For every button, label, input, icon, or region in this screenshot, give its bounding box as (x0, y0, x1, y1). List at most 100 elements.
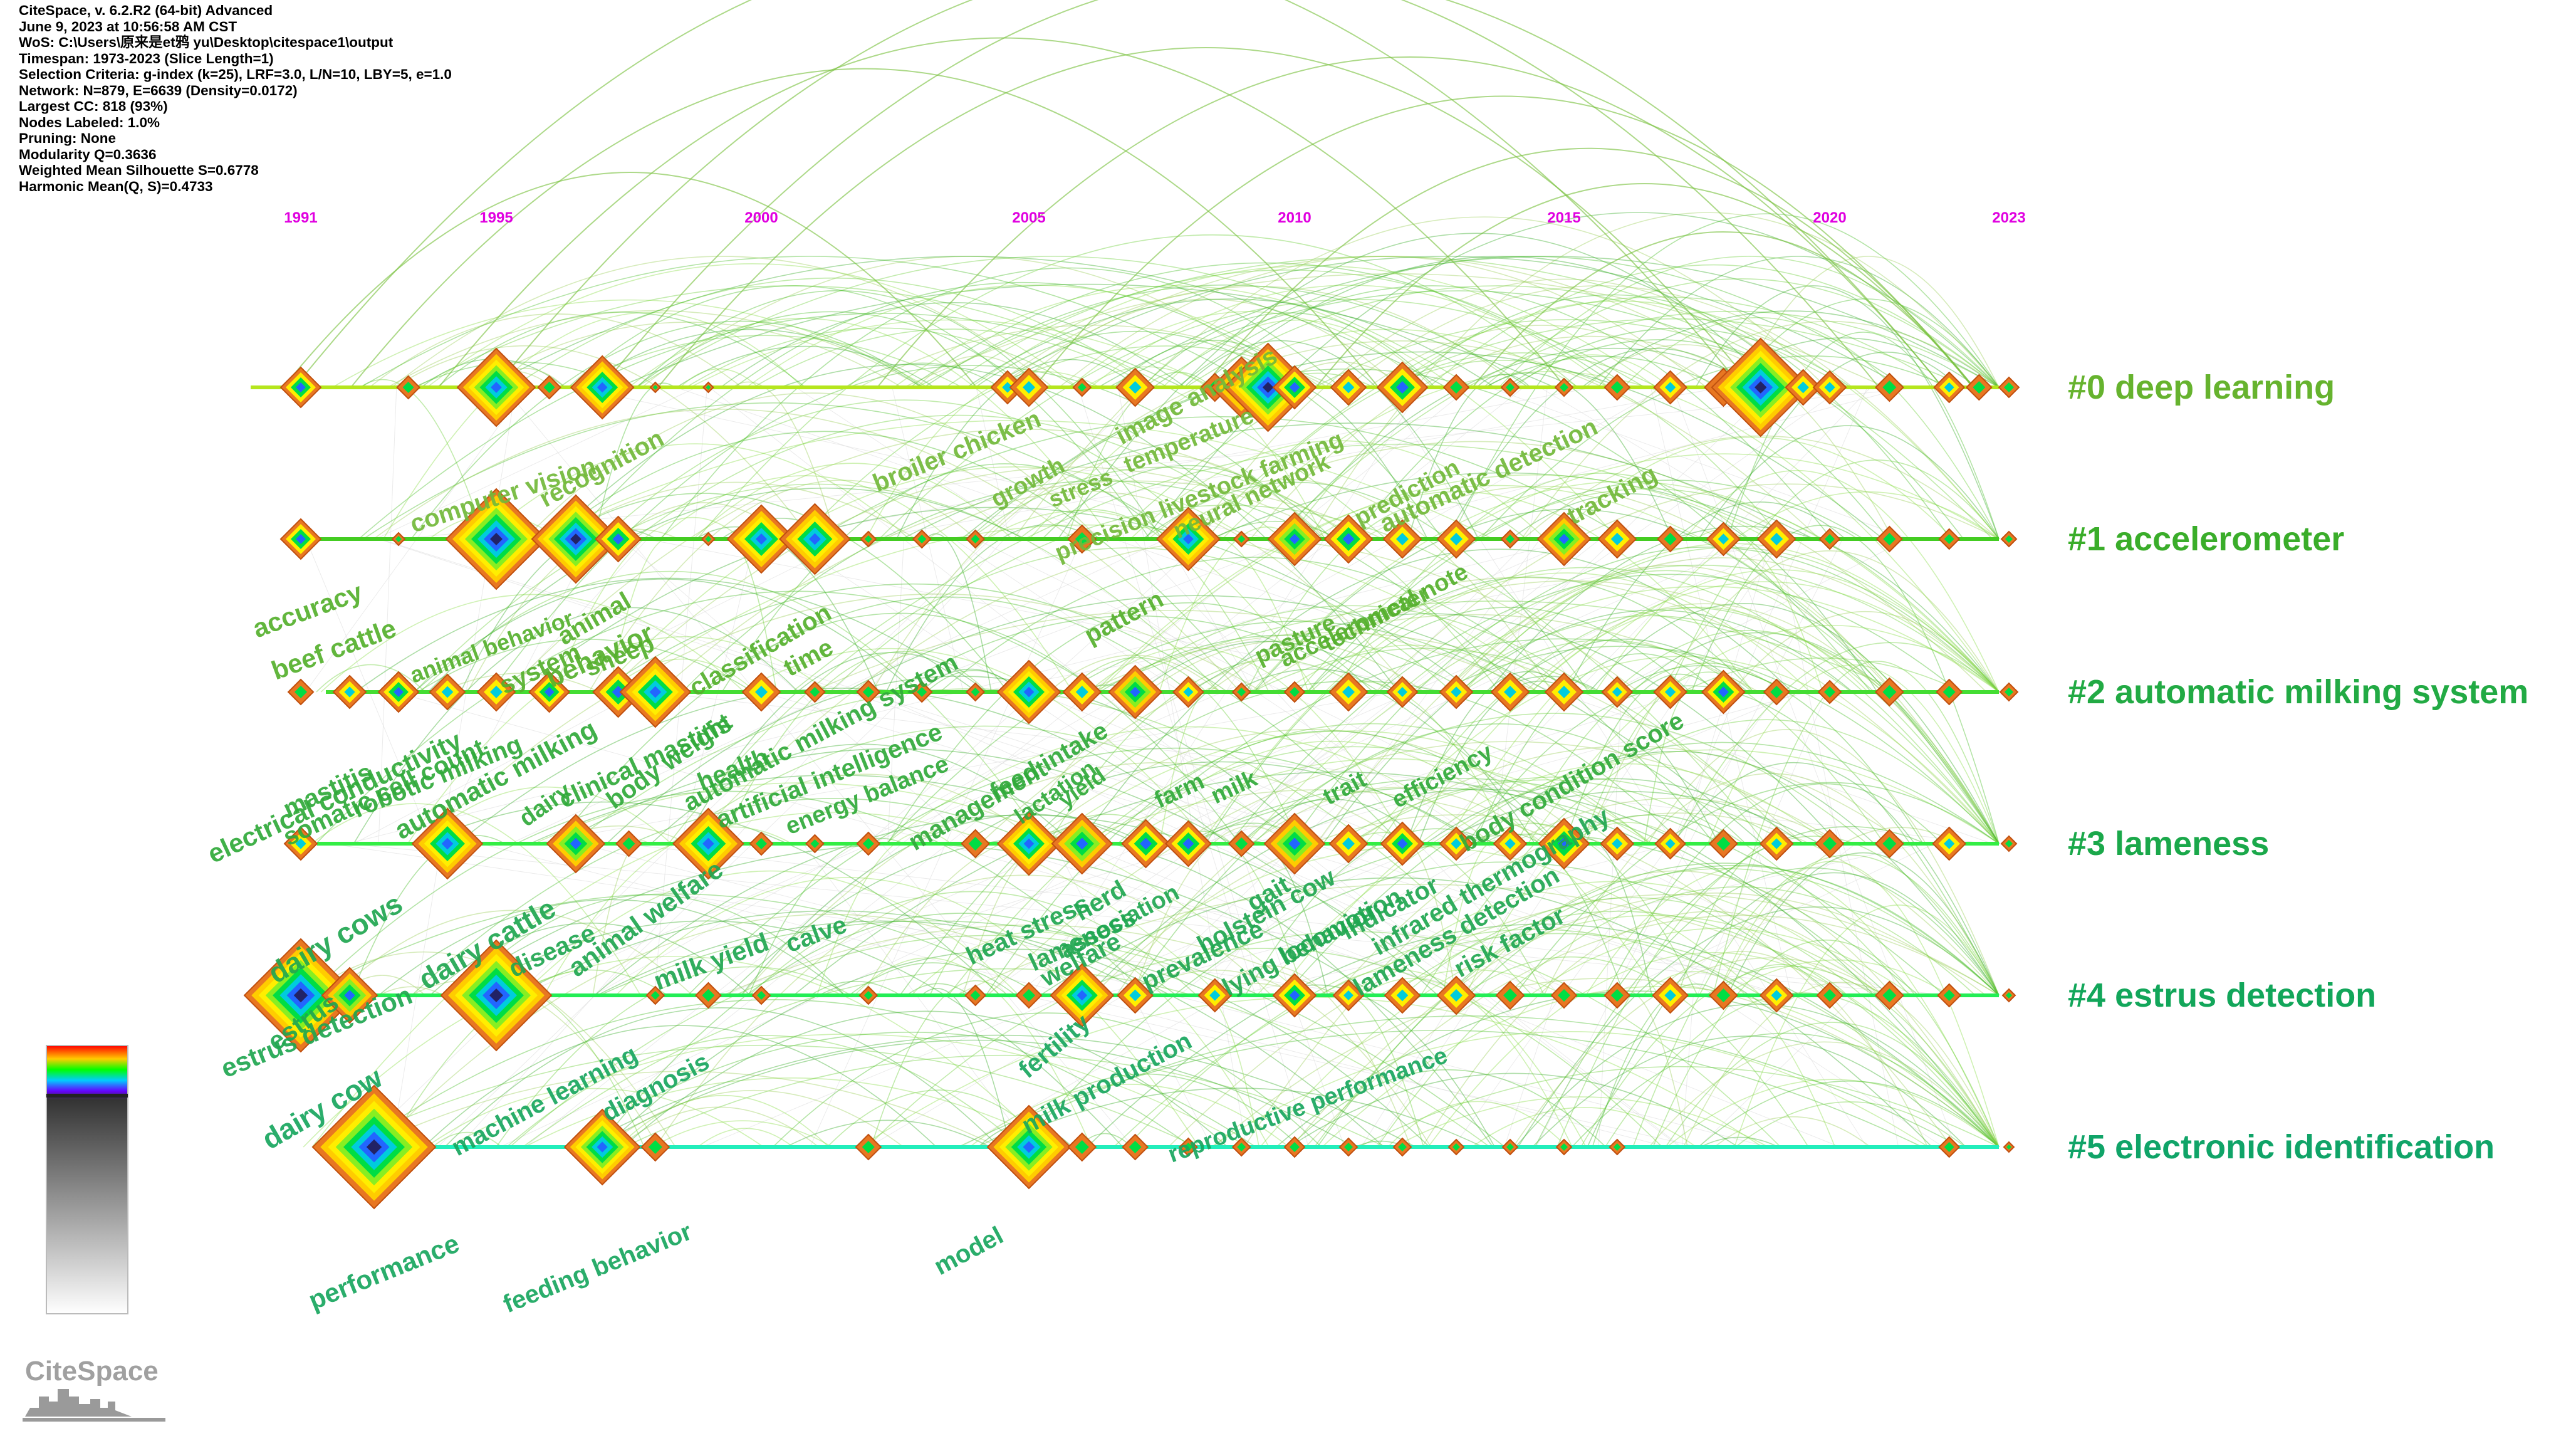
keyword-node[interactable] (1812, 370, 1847, 405)
keyword-node[interactable] (1178, 1137, 1198, 1157)
keyword-node[interactable] (1938, 528, 1961, 550)
keyword-node[interactable] (1122, 1133, 1149, 1161)
keyword-node[interactable] (283, 826, 318, 861)
keyword-node[interactable] (1818, 528, 1841, 550)
cluster-label[interactable]: #1 accelerometer (2068, 520, 2344, 558)
keyword-node[interactable] (986, 1104, 1072, 1190)
keyword-node[interactable] (1442, 374, 1470, 401)
keyword-node[interactable] (1708, 980, 1738, 1010)
keyword-node[interactable] (1875, 525, 1903, 553)
keyword-node[interactable] (1933, 371, 1966, 404)
keyword-node[interactable] (1115, 367, 1155, 407)
keyword-node[interactable] (702, 381, 714, 394)
keyword-node[interactable] (910, 681, 933, 703)
keyword-node[interactable] (1233, 530, 1250, 548)
keyword-node[interactable] (2003, 1141, 2015, 1153)
keyword-node[interactable] (1500, 529, 1520, 549)
keyword-node[interactable] (1653, 674, 1688, 710)
keyword-node[interactable] (1009, 367, 1049, 407)
keyword-node[interactable] (592, 666, 644, 718)
keyword-node[interactable] (1816, 982, 1843, 1009)
keyword-node[interactable] (1653, 370, 1688, 405)
keyword-node[interactable] (1657, 525, 1684, 553)
keyword-node[interactable] (311, 1084, 437, 1210)
keyword-node[interactable] (912, 529, 932, 549)
keyword-node[interactable] (1172, 676, 1204, 708)
keyword-node[interactable] (377, 671, 420, 713)
keyword-node[interactable] (966, 682, 986, 702)
keyword-node[interactable] (243, 938, 358, 1053)
keyword-node[interactable] (1603, 982, 1631, 1009)
keyword-node[interactable] (1283, 681, 1306, 703)
keyword-node[interactable] (1330, 369, 1367, 406)
keyword-node[interactable] (1323, 514, 1374, 564)
keyword-node[interactable] (1711, 337, 1811, 438)
keyword-node[interactable] (966, 529, 986, 549)
keyword-node[interactable] (279, 366, 322, 409)
keyword-node[interactable] (1763, 678, 1790, 706)
keyword-node[interactable] (1708, 829, 1738, 859)
keyword-node[interactable] (1998, 376, 2020, 399)
keyword-node[interactable] (1072, 377, 1092, 397)
keyword-node[interactable] (1501, 1138, 1519, 1156)
keyword-node[interactable] (694, 982, 722, 1009)
keyword-node[interactable] (961, 829, 991, 859)
keyword-node[interactable] (1597, 519, 1637, 559)
keyword-node[interactable] (1936, 678, 1963, 706)
keyword-node[interactable] (1228, 830, 1255, 857)
keyword-node[interactable] (429, 673, 466, 711)
keyword-node[interactable] (640, 1132, 670, 1162)
keyword-node[interactable] (1603, 374, 1631, 401)
keyword-node[interactable] (1874, 677, 1904, 707)
keyword-node[interactable] (1759, 978, 1794, 1013)
keyword-node[interactable] (1263, 812, 1326, 875)
keyword-node[interactable] (1272, 973, 1317, 1018)
keyword-node[interactable] (1117, 977, 1154, 1014)
keyword-node[interactable] (1536, 511, 1592, 567)
keyword-node[interactable] (1197, 978, 1233, 1013)
keyword-node[interactable] (1815, 829, 1845, 859)
keyword-node[interactable] (701, 532, 716, 547)
cluster-label[interactable]: #0 deep learning (2068, 369, 2335, 406)
keyword-node[interactable] (1544, 672, 1584, 712)
keyword-node[interactable] (1652, 977, 1689, 1014)
keyword-node[interactable] (1062, 672, 1102, 712)
keyword-node[interactable] (1328, 824, 1369, 864)
keyword-node[interactable] (990, 370, 1025, 405)
keyword-node[interactable] (1332, 979, 1365, 1012)
keyword-node[interactable] (645, 985, 665, 1005)
keyword-node[interactable] (563, 1108, 641, 1186)
keyword-node[interactable] (321, 967, 378, 1024)
keyword-node[interactable] (391, 532, 406, 547)
keyword-node[interactable] (996, 811, 1061, 876)
keyword-node[interactable] (856, 831, 881, 856)
keyword-node[interactable] (1283, 1136, 1306, 1158)
keyword-node[interactable] (856, 679, 881, 705)
keyword-node[interactable] (964, 984, 987, 1007)
keyword-node[interactable] (1654, 827, 1687, 860)
keyword-node[interactable] (1493, 826, 1528, 861)
keyword-node[interactable] (1231, 682, 1251, 702)
keyword-node[interactable] (531, 494, 621, 584)
cluster-label[interactable]: #2 automatic milking system (2068, 673, 2528, 711)
keyword-node[interactable] (1376, 361, 1429, 414)
keyword-node[interactable] (858, 985, 879, 1005)
keyword-node[interactable] (1051, 812, 1113, 875)
keyword-node[interactable] (1759, 826, 1794, 861)
keyword-node[interactable] (1328, 672, 1369, 712)
keyword-node[interactable] (1874, 372, 1904, 402)
keyword-node[interactable] (1817, 679, 1842, 705)
keyword-node[interactable] (649, 381, 662, 394)
keyword-node[interactable] (279, 518, 322, 560)
keyword-node[interactable] (1436, 519, 1476, 559)
keyword-node[interactable] (615, 830, 642, 857)
cluster-label[interactable]: #4 estrus detection (2068, 977, 2376, 1014)
keyword-node[interactable] (803, 681, 826, 703)
keyword-node[interactable] (537, 375, 562, 400)
keyword-node[interactable] (1223, 342, 1313, 432)
keyword-node[interactable] (1439, 674, 1474, 710)
keyword-node[interactable] (1050, 963, 1115, 1028)
keyword-node[interactable] (1272, 365, 1317, 410)
keyword-node[interactable] (1555, 1138, 1573, 1156)
keyword-node[interactable] (570, 355, 635, 420)
